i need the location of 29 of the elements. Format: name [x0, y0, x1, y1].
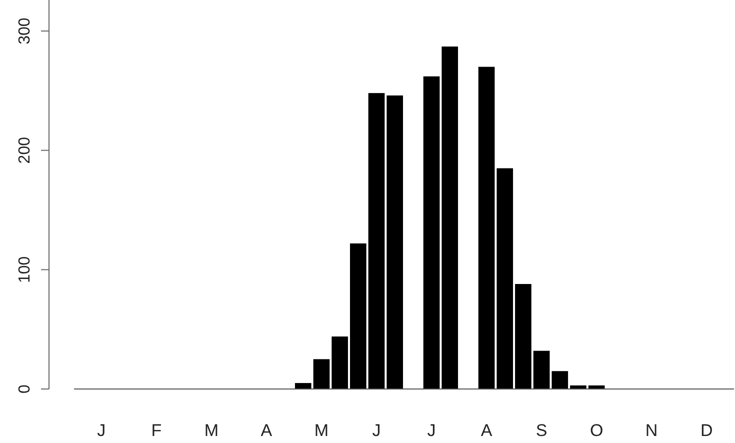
x-tick-label: S — [536, 421, 548, 440]
bar — [478, 66, 495, 389]
bar — [386, 95, 403, 389]
bar — [313, 359, 330, 389]
y-tick-label: 300 — [16, 18, 34, 44]
x-tick-label: M — [204, 421, 219, 440]
bar — [332, 336, 348, 389]
x-tick-label: O — [590, 421, 604, 440]
x-tick-label: J — [427, 421, 436, 440]
y-tick-label: 200 — [16, 136, 34, 164]
bar — [368, 93, 385, 389]
bar — [552, 371, 568, 389]
bar — [350, 243, 366, 389]
bar — [515, 284, 532, 389]
y-tick-label: 100 — [16, 256, 34, 284]
x-tick-label: J — [97, 421, 106, 440]
x-tick-label: F — [151, 421, 162, 440]
y-tick-label: 0 — [16, 384, 34, 394]
bar — [533, 350, 550, 389]
x-tick-label: J — [372, 421, 381, 440]
x-tick-label: D — [700, 421, 713, 440]
bar — [496, 168, 514, 389]
x-tick-label: M — [314, 421, 329, 440]
bar — [442, 46, 458, 389]
x-tick-label: N — [645, 421, 658, 440]
x-tick-label: A — [480, 421, 493, 440]
bar — [294, 383, 312, 389]
x-tick-label: A — [260, 421, 273, 440]
bar — [423, 76, 440, 389]
